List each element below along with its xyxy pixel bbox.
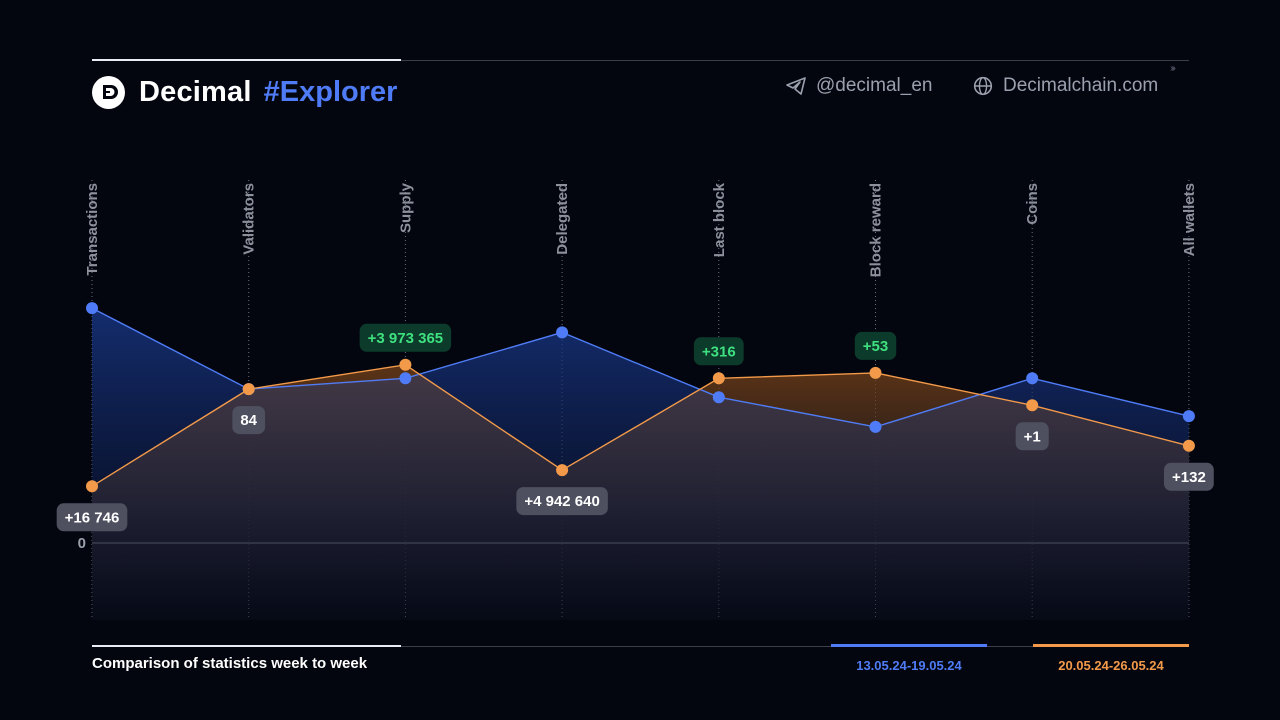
point-series-2 (1182, 439, 1195, 452)
point-series-2 (869, 366, 882, 379)
point-series-2 (86, 480, 98, 493)
svg-text:84: 84 (240, 412, 257, 429)
annotation-badge: +4 942 640 (516, 487, 608, 516)
category-label: Coins (1024, 183, 1041, 225)
website-link[interactable]: Decimalchain.com (973, 74, 1158, 98)
header-divider (92, 60, 1189, 61)
svg-text:+4 942 640: +4 942 640 (524, 493, 600, 510)
header-divider-accent (92, 59, 401, 61)
point-series-1 (556, 326, 569, 339)
brand: Decimal #Explorer (92, 74, 397, 110)
telegram-icon (786, 77, 806, 95)
category-label: Delegated (554, 183, 571, 255)
category-label: Supply (397, 182, 414, 233)
line-series-1 (91, 307, 1190, 428)
category-label: Validators (241, 183, 258, 255)
annotation-badge: +16 746 (56, 503, 128, 532)
svg-text:+16 746: +16 746 (65, 509, 120, 526)
website-url: Decimalchain.com (1003, 75, 1159, 96)
point-series-1 (86, 302, 98, 315)
chevrons-icon: ››› (1170, 63, 1176, 74)
telegram-handle: @decimal_en (816, 75, 933, 96)
decimal-logo-icon (92, 75, 125, 109)
point-series-1 (399, 372, 412, 385)
category-label: Transactions (84, 183, 101, 276)
footer-divider (92, 646, 1189, 647)
point-series-1 (1026, 372, 1039, 385)
legend-label: 20.05.24-26.05.24 (1058, 658, 1164, 673)
annotation-badge: +53 (854, 331, 897, 360)
point-series-2 (556, 464, 569, 477)
category-label: All wallets (1181, 183, 1198, 256)
point-series-2 (1026, 399, 1039, 412)
point-series-1 (1182, 410, 1195, 423)
chart-caption: Comparison of statistics week to week (92, 655, 368, 672)
annotation-badge: +3 973 365 (359, 323, 452, 352)
point-series-1 (869, 420, 882, 433)
line-series-2 (91, 364, 1190, 487)
footer-divider-accent (92, 645, 401, 647)
zero-label: 0 (78, 535, 86, 552)
svg-text:+132: +132 (1172, 469, 1206, 486)
telegram-link[interactable]: @decimal_en (786, 74, 932, 98)
legend-item-week-2: 20.05.24-26.05.24 (1033, 644, 1189, 673)
legend-label: 13.05.24-19.05.24 (856, 658, 962, 673)
annotation-badge: +1 (1015, 422, 1049, 451)
globe-icon (973, 76, 993, 96)
svg-text:+53: +53 (863, 338, 888, 355)
legend-swatch (831, 644, 987, 647)
annotation-badge: +316 (693, 337, 744, 366)
annotation-badge: +132 (1164, 462, 1214, 491)
annotation-badge: 84 (232, 406, 266, 435)
point-series-1 (712, 391, 725, 404)
legend-swatch (1033, 644, 1189, 647)
point-series-2 (399, 358, 412, 371)
category-label: Last block (711, 182, 728, 257)
legend-item-week-1: 13.05.24-19.05.24 (831, 644, 987, 673)
svg-text:+316: +316 (702, 343, 736, 360)
category-label: Block reward (868, 183, 885, 277)
point-series-2 (712, 372, 725, 385)
area-overlap (92, 364, 1189, 620)
point-series-2 (242, 383, 255, 396)
svg-text:+1: +1 (1024, 428, 1041, 445)
svg-text:+3 973 365: +3 973 365 (368, 330, 444, 347)
brand-name: Decimal (139, 75, 252, 108)
brand-tag: #Explorer (263, 75, 398, 108)
